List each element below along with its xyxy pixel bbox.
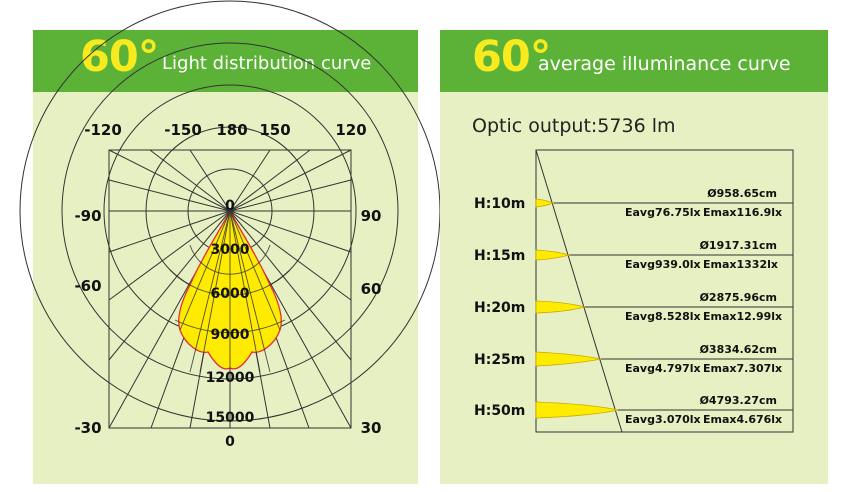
- light-distribution-panel: 60° Light distribution curve: [33, 30, 418, 484]
- beam-section-20m: [535, 300, 586, 314]
- angle-label-neg120: -120: [84, 121, 122, 139]
- light-distribution-banner: 60° Light distribution curve: [33, 30, 418, 92]
- angle-label-60: 60: [361, 280, 382, 298]
- angle-label-90: 90: [361, 207, 382, 225]
- row-height-label: H:10m: [474, 196, 525, 212]
- angle-label-180: 180: [216, 121, 247, 139]
- row-eavg: Eavg4.797lx: [625, 362, 701, 375]
- angle-label-neg90: -90: [74, 207, 101, 225]
- row-emax: Emax7.307lx: [703, 362, 782, 375]
- illuminance-panel: 60° average illuminance curve Optic outp…: [440, 30, 828, 484]
- row-eavg: Eavg939.0lx: [625, 258, 701, 271]
- row-diameter: Ø2875.96cm: [700, 291, 777, 304]
- row-emax: Emax4.676lx: [703, 413, 782, 426]
- beam-section-50m: [535, 401, 619, 419]
- row-eavg: Eavg8.528lx: [625, 310, 701, 323]
- angle-label-0-bottom: 0: [225, 434, 235, 450]
- row-height-label: H:50m: [474, 403, 525, 419]
- radial-label-9000: 9000: [211, 327, 250, 343]
- radial-label-3000: 3000: [211, 242, 250, 258]
- beam-section-25m: [535, 351, 602, 367]
- radial-label-6000: 6000: [211, 286, 250, 302]
- angle-label-30: 30: [361, 419, 382, 437]
- row-eavg: Eavg3.070lx: [625, 413, 701, 426]
- angle-label-150: 150: [259, 121, 290, 139]
- row-emax: Emax1332lx: [703, 258, 778, 271]
- cone-edge: [535, 149, 623, 433]
- row-diameter: Ø4793.27cm: [700, 394, 777, 407]
- optic-output-label: Optic output:5736 lm: [472, 115, 676, 137]
- row-diameter: Ø3834.62cm: [700, 343, 777, 356]
- illuminance-frame: [535, 149, 794, 433]
- illuminance-title: average illuminance curve: [538, 53, 791, 75]
- radial-label-12000: 12000: [206, 370, 255, 386]
- angle-label-neg150: -150: [164, 121, 202, 139]
- radial-label-15000: 15000: [206, 410, 255, 426]
- angle-label-neg60: -60: [74, 277, 101, 295]
- angle-label-0-top: 0: [225, 198, 235, 214]
- beam-section-10m: [535, 198, 555, 208]
- illuminance-banner: 60° average illuminance curve: [440, 30, 828, 92]
- row-height-label: H:15m: [474, 248, 525, 264]
- row-diameter: Ø958.65cm: [707, 187, 777, 200]
- beam-angle-label: 60°: [80, 32, 159, 82]
- beam-section-15m: [535, 249, 571, 261]
- beam-angle-label-right: 60°: [472, 32, 551, 82]
- row-height-label: H:20m: [474, 300, 525, 316]
- angle-label-neg30: -30: [74, 419, 101, 437]
- row-height-label: H:25m: [474, 352, 525, 368]
- row-diameter: Ø1917.31cm: [700, 239, 777, 252]
- row-emax: Emax116.9lx: [703, 206, 782, 219]
- row-emax: Emax12.99lx: [703, 310, 782, 323]
- angle-label-120: 120: [335, 121, 366, 139]
- row-eavg: Eavg76.75lx: [625, 206, 701, 219]
